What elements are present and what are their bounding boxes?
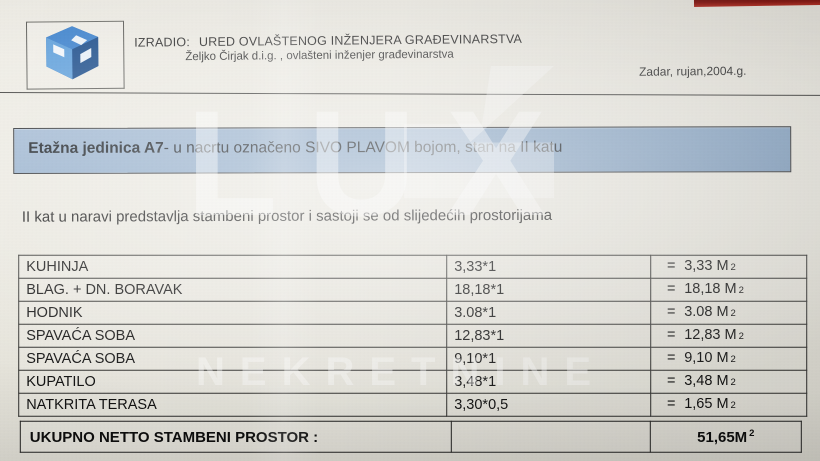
room-result: = 9,10 M 2 <box>650 347 807 371</box>
unit-label: Etažna jedinica A7 <box>28 139 164 157</box>
room-name: NATKRITA TERASA <box>18 393 447 417</box>
unit-description: - u nacrtu označeno SIVO PLAVOM bojom, s… <box>163 138 563 157</box>
room-calc: 18,18*1 <box>446 278 651 302</box>
room-result: = 1,65 M 2 <box>650 393 807 417</box>
square-exponent: 2 <box>738 284 744 296</box>
header-text-block: IZRADIO: URED OVLAŠTENOG INŽENJERA GRAĐEV… <box>134 32 554 64</box>
total-blank-cell <box>451 421 651 453</box>
equals-sign: = <box>666 326 676 343</box>
square-exponent: 2 <box>730 261 736 273</box>
room-calc: 3,30*0,5 <box>446 393 651 417</box>
prepared-by-line: IZRADIO: URED OVLAŠTENOG INŽENJERA GRAĐEV… <box>134 32 554 50</box>
rooms-table-container: KUHINJA 3,33*1 = 3,33 M 2 BLAG. + DN. BO… <box>18 255 807 417</box>
room-area: 3,33 M <box>684 257 729 274</box>
table-row: HODNIK 3.08*1 = 3.08 M 2 <box>18 301 807 325</box>
total-area: 51,65M <box>697 428 748 446</box>
total-label: UKUPNO NETTO STAMBENI PROSTOR : <box>20 421 452 453</box>
room-area: 1,65 M <box>684 395 729 412</box>
square-exponent: 2 <box>738 330 744 342</box>
table-row: SPAVAĆA SOBA 9,10*1 = 9,10 M 2 <box>18 347 807 371</box>
table-row: KUHINJA 3,33*1 = 3,33 M 2 <box>18 255 807 279</box>
room-name: BLAG. + DN. BORAVAK <box>18 278 447 302</box>
table-row: KUPATILO 3,48*1 = 3,48 M 2 <box>18 370 807 394</box>
room-area: 3.08 M <box>684 303 729 320</box>
header-divider <box>0 92 820 96</box>
total-table-body: UKUPNO NETTO STAMBENI PROSTOR : 51,65M 2 <box>20 421 802 453</box>
prepared-by-label: IZRADIO: <box>134 35 191 50</box>
room-name: KUHINJA <box>18 255 447 279</box>
square-exponent: 2 <box>730 399 736 411</box>
equals-sign: = <box>666 257 676 274</box>
total-row-container: UKUPNO NETTO STAMBENI PROSTOR : 51,65M 2 <box>20 421 802 453</box>
room-name: SPAVAĆA SOBA <box>18 324 447 348</box>
room-calc: 3,33*1 <box>446 255 651 279</box>
equals-sign: = <box>666 395 676 412</box>
square-exponent: 2 <box>749 427 755 439</box>
table-row: NATKRITA TERASA 3,30*0,5 = 1,65 M 2 <box>18 393 807 417</box>
equals-sign: = <box>666 280 676 297</box>
room-area: 18,18 M <box>684 280 737 297</box>
room-result: = 3,33 M 2 <box>650 255 807 279</box>
square-exponent: 2 <box>730 376 736 388</box>
room-calc: 12,83*1 <box>446 324 651 348</box>
total-table: UKUPNO NETTO STAMBENI PROSTOR : 51,65M 2 <box>20 421 802 453</box>
total-value-cell: 51,65M 2 <box>650 421 802 453</box>
table-row: BLAG. + DN. BORAVAK 18,18*1 = 18,18 M 2 <box>18 278 807 302</box>
place-date: Zadar, rujan,2004.g. <box>638 63 747 79</box>
equals-sign: = <box>666 349 676 366</box>
table-row: UKUPNO NETTO STAMBENI PROSTOR : 51,65M 2 <box>20 421 802 453</box>
office-name: URED OVLAŠTENOG INŽENJERA GRAĐEVINARSTVA <box>198 31 523 50</box>
room-area: 12,83 M <box>684 326 737 343</box>
engineer-name: Željko Čirjak d.i.g. , ovlašteni inženje… <box>185 48 454 64</box>
table-row: SPAVAĆA SOBA 12,83*1 = 12,83 M 2 <box>18 324 807 348</box>
cube-logo-icon <box>42 24 103 83</box>
square-exponent: 2 <box>730 353 736 365</box>
room-result: = 3,48 M 2 <box>650 370 807 394</box>
room-result: = 12,83 M 2 <box>650 324 807 348</box>
rooms-table: KUHINJA 3,33*1 = 3,33 M 2 BLAG. + DN. BO… <box>18 255 807 417</box>
room-name: KUPATILO <box>18 370 447 394</box>
room-name: SPAVAĆA SOBA <box>18 347 447 371</box>
square-exponent: 2 <box>730 307 736 319</box>
equals-sign: = <box>666 372 676 389</box>
room-calc: 3.08*1 <box>446 301 651 325</box>
room-area: 3,48 M <box>684 372 729 389</box>
room-area: 9,10 M <box>684 349 729 366</box>
room-result: = 3.08 M 2 <box>650 301 807 325</box>
rooms-table-body: KUHINJA 3,33*1 = 3,33 M 2 BLAG. + DN. BO… <box>18 255 807 417</box>
equals-sign: = <box>666 303 676 320</box>
unit-banner: Etažna jedinica A7- u nacrtu označeno SI… <box>13 126 792 174</box>
room-calc: 3,48*1 <box>446 370 651 394</box>
room-calc: 9,10*1 <box>446 347 651 371</box>
room-result: = 18,18 M 2 <box>650 278 807 302</box>
room-name: HODNIK <box>18 301 447 325</box>
unit-banner-text: Etažna jedinica A7- u nacrtu označeno SI… <box>28 139 562 158</box>
floor-description: II kat u naravi predstavlja stambeni pro… <box>21 206 553 226</box>
